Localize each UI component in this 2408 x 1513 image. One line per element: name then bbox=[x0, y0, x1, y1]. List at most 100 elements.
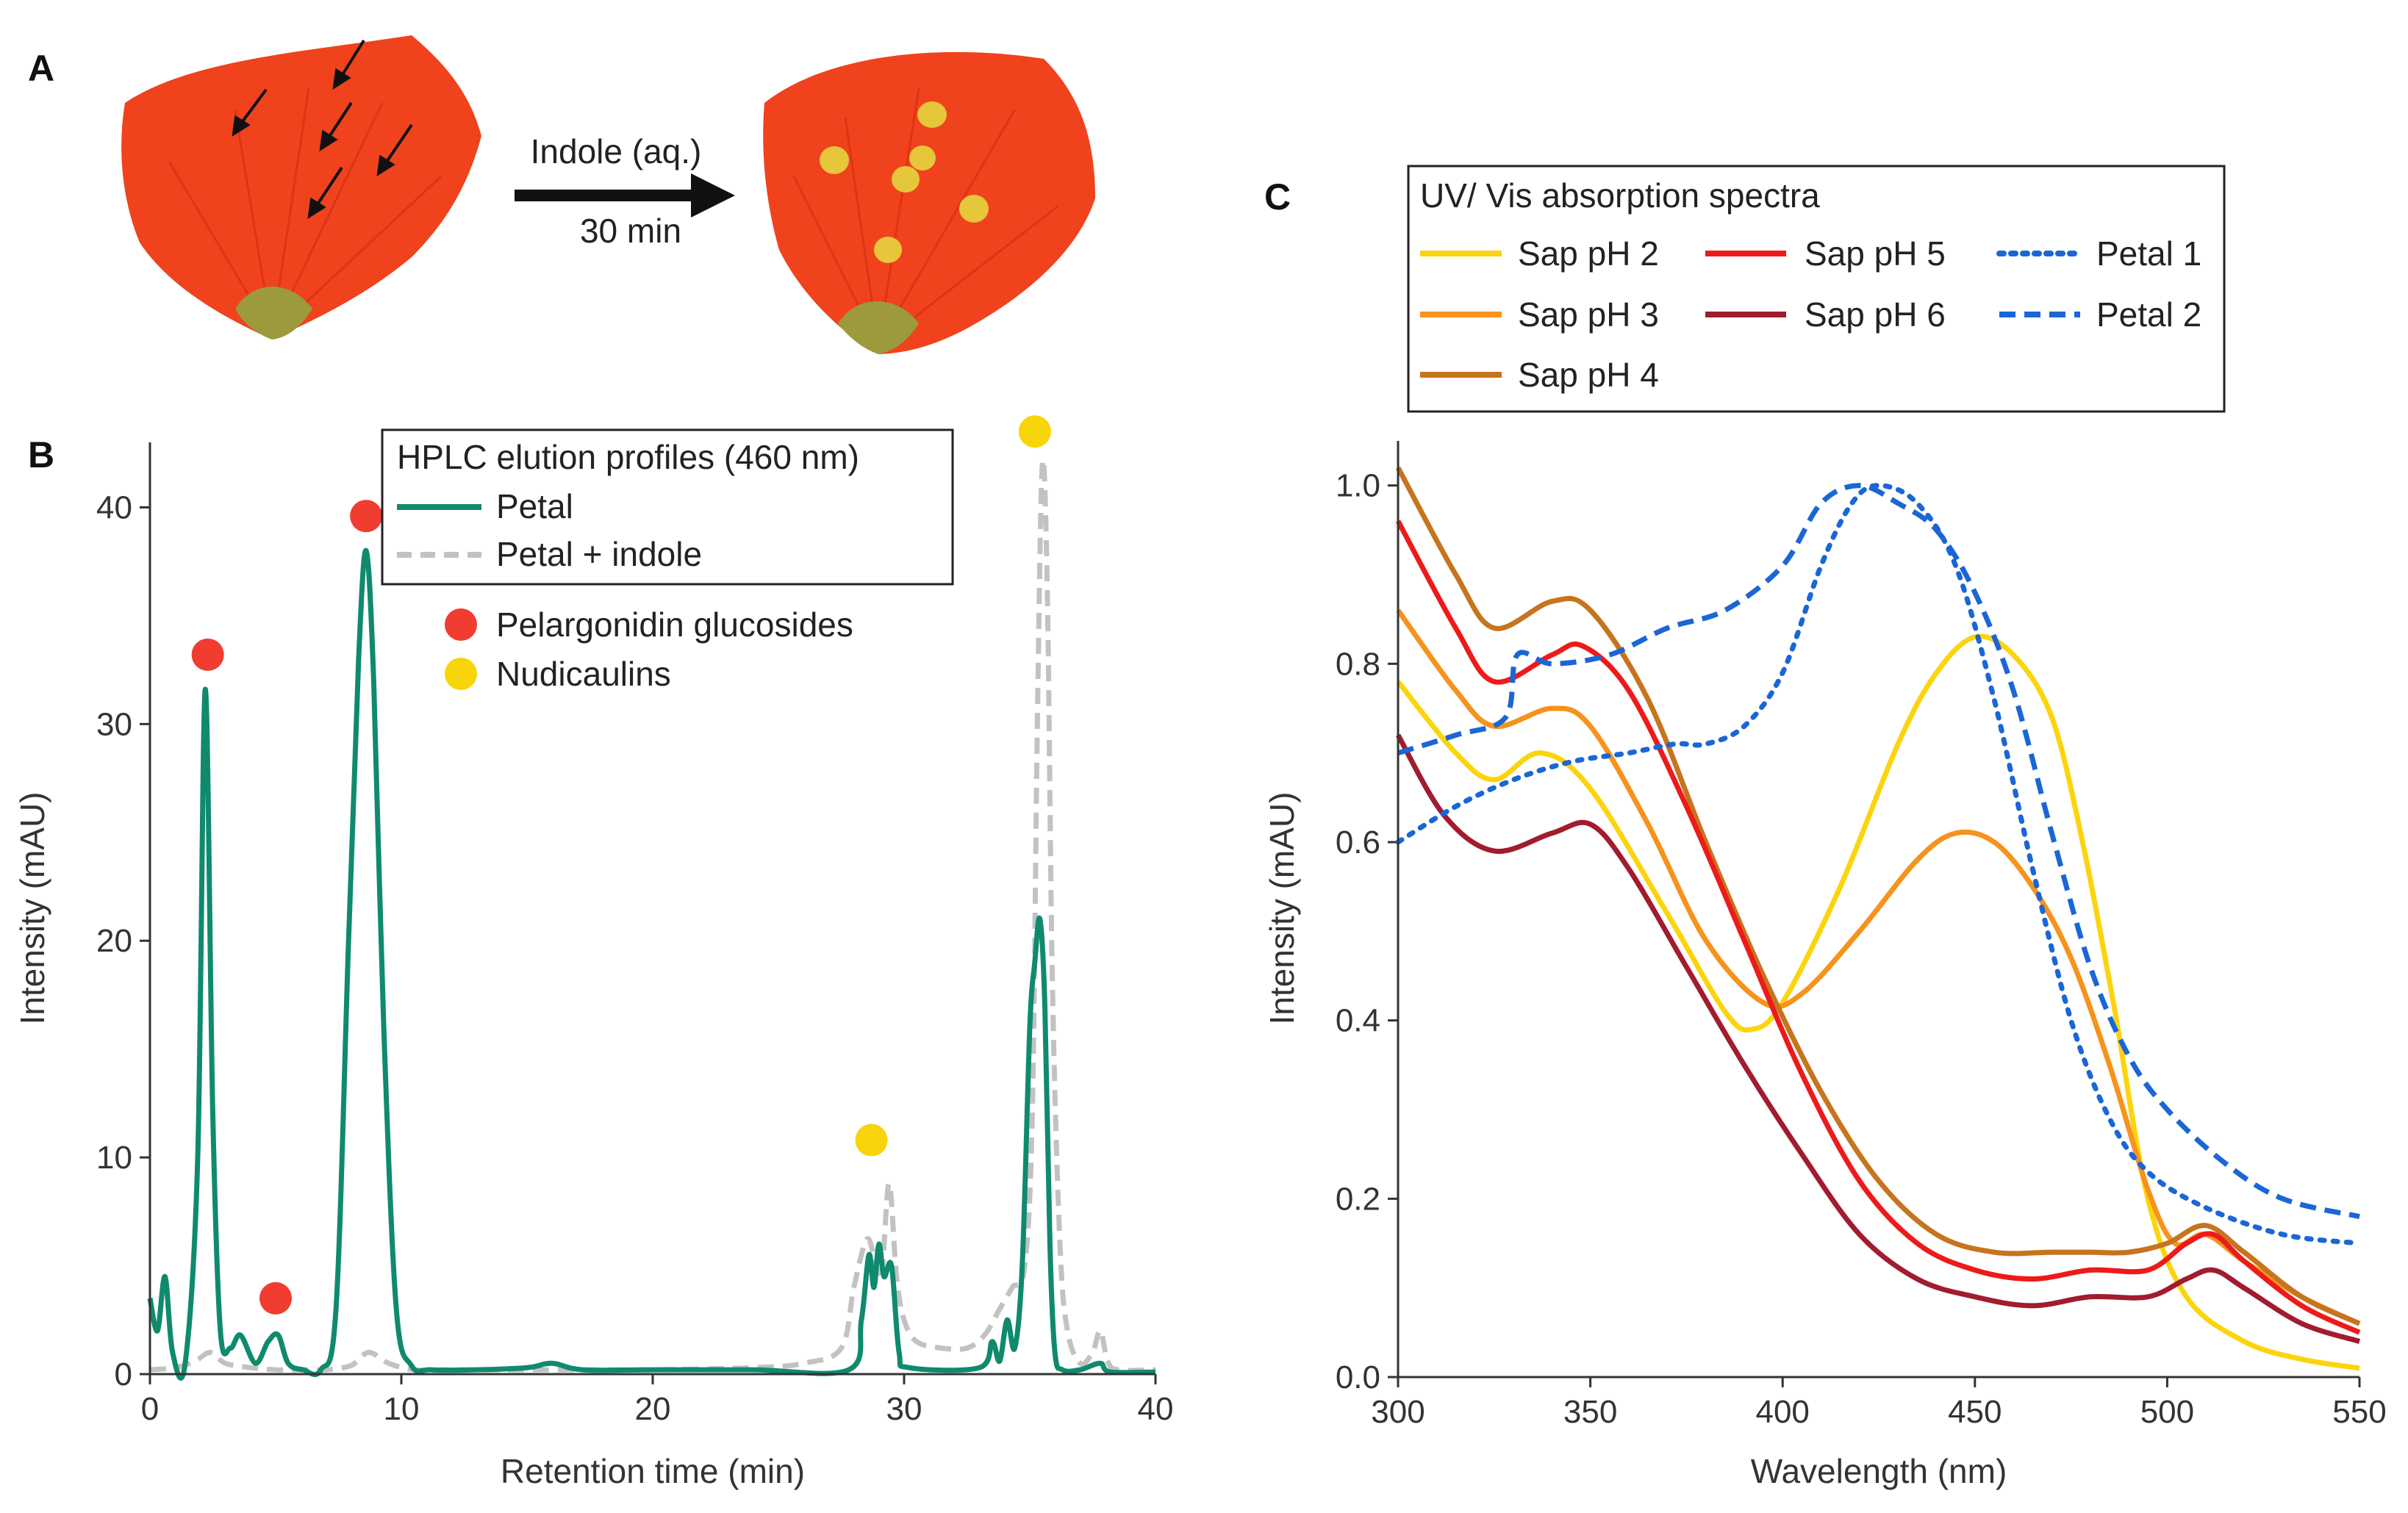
peak-marker-pelargonidin-glucosides bbox=[259, 1282, 292, 1315]
peak-marker-pelargonidin-glucosides bbox=[191, 638, 224, 671]
nudicaulin-spot bbox=[909, 145, 936, 170]
uvvis-legend-title: UV/ Vis absorption spectra bbox=[1420, 176, 1820, 215]
legend-label-petal-2: Petal 2 bbox=[2096, 295, 2201, 334]
panel-c: C 300 350 400 450 500 550 0.0 0.2 0.4 0.6 0.8 1.0 W… bbox=[1263, 165, 2387, 1490]
petal-after-base bbox=[838, 301, 919, 354]
series-line-sap-ph-5 bbox=[1395, 520, 2361, 1335]
x-tick-label: 350 bbox=[1563, 1394, 1617, 1430]
petal-after-veins bbox=[792, 87, 1059, 347]
uvvis-axes: 300 350 400 450 500 550 0.0 0.2 0.4 0.6 0.8 1.0 bbox=[1336, 468, 2387, 1430]
legend-label-sap-ph4: Sap pH 4 bbox=[1518, 356, 1659, 394]
legend-label-petal-1: Petal 1 bbox=[2096, 234, 2201, 273]
hplc-legend: HPLC elution profiles (460 nm) Petal Pet… bbox=[381, 428, 954, 693]
arrow-head bbox=[319, 129, 338, 151]
treatment-label: Indole (aq.) bbox=[531, 132, 702, 170]
arrow-marker bbox=[237, 88, 268, 128]
legend-label-petal: Petal bbox=[496, 487, 573, 525]
series-line-sap-ph-3 bbox=[1396, 608, 2361, 1326]
panel-a: A Indole (aq.) 30 min bbox=[28, 35, 1095, 355]
arrow-marker bbox=[382, 123, 413, 168]
x-tick-label: 20 bbox=[635, 1391, 671, 1427]
hplc-series bbox=[147, 457, 1156, 1381]
series-line-petal bbox=[147, 547, 1156, 1381]
x-tick-label: 0 bbox=[141, 1391, 159, 1427]
x-tick-label: 550 bbox=[2332, 1394, 2386, 1430]
arrow-head bbox=[332, 68, 351, 90]
legend-label-sap-ph5: Sap pH 5 bbox=[1805, 234, 1946, 273]
nudicaulin-spot bbox=[917, 101, 947, 128]
y-tick-label: 30 bbox=[96, 706, 132, 742]
peak-marker-nudicaulins bbox=[855, 1124, 888, 1157]
hplc-legend-title: HPLC elution profiles (460 nm) bbox=[397, 438, 859, 476]
uvvis-legend-items: Sap pH 2 Sap pH 3 Sap pH 4 Sap pH 5 Sap … bbox=[1420, 234, 2201, 394]
x-tick-label: 30 bbox=[886, 1391, 922, 1427]
arrow-marker bbox=[313, 166, 343, 210]
panel-c-label: C bbox=[1264, 176, 1291, 218]
series-line-sap-ph-2 bbox=[1396, 633, 2360, 1371]
series-line-petal-indole bbox=[149, 457, 1156, 1373]
series-line-sap-ph-6 bbox=[1395, 733, 2361, 1344]
legend-label-petal-indole: Petal + indole bbox=[496, 535, 702, 573]
time-label: 30 min bbox=[580, 212, 681, 250]
y-tick-label: 0.8 bbox=[1336, 646, 1380, 682]
y-tick-label: 0.6 bbox=[1336, 824, 1380, 860]
arrow-marker bbox=[325, 101, 353, 143]
legend-label-nudicaulins: Nudicaulins bbox=[496, 655, 671, 693]
petal-image-after bbox=[763, 51, 1095, 355]
y-tick-label: 0 bbox=[115, 1356, 132, 1392]
series-line-petal-1 bbox=[1395, 483, 2362, 1246]
petal-image-before bbox=[121, 35, 481, 339]
y-tick-label: 20 bbox=[96, 923, 132, 959]
nudicaulin-spot bbox=[820, 146, 849, 174]
arrow-head bbox=[376, 154, 395, 176]
x-tick-label: 10 bbox=[384, 1391, 420, 1427]
arrow-marker bbox=[338, 39, 365, 81]
y-tick-label: 0.0 bbox=[1336, 1359, 1380, 1395]
petal-before-base bbox=[235, 287, 312, 339]
arrow-markers bbox=[232, 39, 413, 219]
series-line-sap-ph-4 bbox=[1395, 466, 2361, 1326]
petal-before-shape bbox=[121, 35, 481, 339]
legend-label-sap-ph2: Sap pH 2 bbox=[1518, 234, 1659, 273]
petal-before-veins bbox=[168, 87, 442, 336]
x-tick-label: 40 bbox=[1138, 1391, 1174, 1427]
hplc-x-label: Retention time (min) bbox=[501, 1452, 805, 1490]
arrow-head bbox=[307, 197, 326, 219]
petal-after-shape bbox=[763, 51, 1095, 355]
series-line-petal-2 bbox=[1397, 483, 2360, 1220]
x-tick-label: 500 bbox=[2140, 1394, 2194, 1430]
y-tick-label: 10 bbox=[96, 1140, 132, 1176]
legend-label-pelargonidin: Pelargonidin glucosides bbox=[496, 605, 853, 644]
uvvis-y-label: Intensity (mAU) bbox=[1263, 792, 1301, 1025]
x-tick-label: 400 bbox=[1755, 1394, 1809, 1430]
peak-marker-pelargonidin-glucosides bbox=[350, 500, 383, 533]
hplc-peak-markers bbox=[191, 415, 1051, 1315]
y-tick-label: 1.0 bbox=[1336, 468, 1380, 504]
y-tick-label: 40 bbox=[96, 489, 132, 525]
nudicaulin-spot bbox=[874, 237, 902, 263]
y-tick-label: 0.4 bbox=[1336, 1003, 1380, 1039]
nudicaulin-spot bbox=[959, 195, 989, 223]
yellow-spots bbox=[820, 101, 989, 263]
x-tick-label: 450 bbox=[1948, 1394, 2002, 1430]
treatment-arrow-head bbox=[691, 173, 735, 218]
hplc-y-label: Intensity (mAU) bbox=[13, 792, 51, 1025]
hplc-axes: 0 10 20 30 40 0 10 20 30 40 bbox=[96, 489, 1173, 1427]
uvvis-x-label: Wavelength (nm) bbox=[1751, 1452, 2007, 1490]
panel-b: B 0 10 20 30 40 0 10 20 30 40 Retention time (min… bbox=[13, 415, 1173, 1490]
x-tick-label: 300 bbox=[1371, 1394, 1425, 1430]
uvvis-series bbox=[1395, 466, 2362, 1371]
legend-label-sap-ph3: Sap pH 3 bbox=[1518, 295, 1659, 334]
arrow-head bbox=[232, 115, 251, 137]
legend-dot-pelargonidin bbox=[445, 608, 477, 641]
legend-dot-nudicaulins bbox=[445, 658, 477, 690]
uvvis-legend: UV/ Vis absorption spectra Sap pH 2 Sap … bbox=[1407, 165, 2226, 413]
nudicaulin-spot bbox=[892, 166, 920, 193]
legend-label-sap-ph6: Sap pH 6 bbox=[1805, 295, 1946, 334]
panel-b-label: B bbox=[28, 434, 54, 475]
panel-a-label: A bbox=[28, 48, 54, 89]
uvvis-legend-box bbox=[1407, 165, 2226, 413]
peak-marker-nudicaulins bbox=[1018, 415, 1051, 448]
y-tick-label: 0.2 bbox=[1336, 1181, 1380, 1217]
